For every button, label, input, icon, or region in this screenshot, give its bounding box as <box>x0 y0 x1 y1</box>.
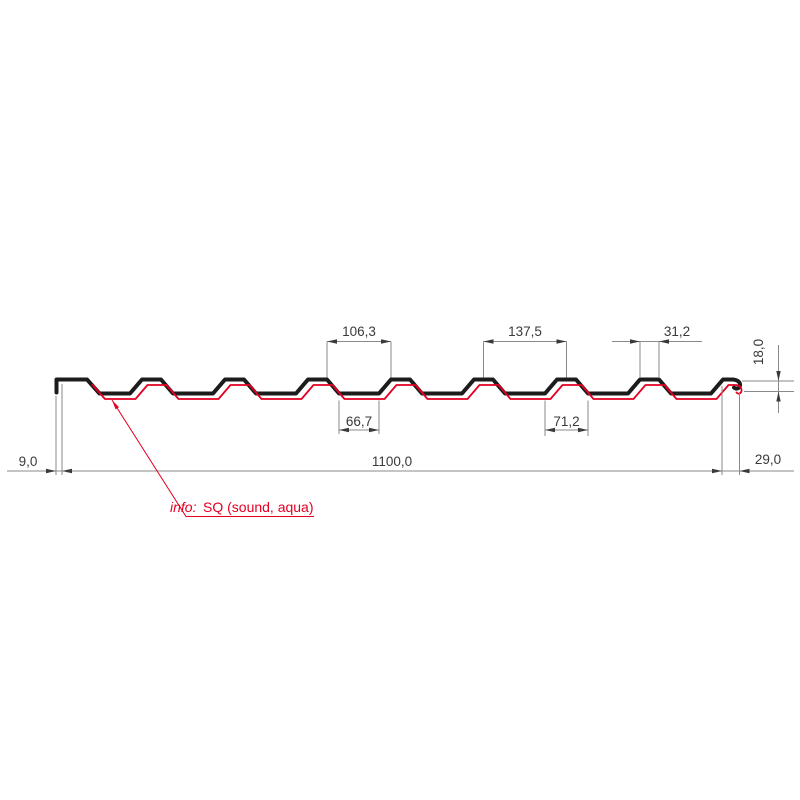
dim-label-left-edge: 9,0 <box>19 454 38 469</box>
arrow-top-gap-right <box>381 339 391 344</box>
ext-lines-valley <box>338 400 380 434</box>
ext-lines-rib-top <box>639 341 660 377</box>
note-leader-arrow <box>112 400 119 410</box>
profile-outer-line <box>54 377 743 396</box>
dim-label-height: 18,0 <box>751 339 766 365</box>
note-leader-line <box>111 399 314 517</box>
dimension-labels: 106,3 137,5 31,2 66,7 71,2 9,0 1100,0 29… <box>19 324 782 469</box>
arrow-left-edge-outer <box>46 468 56 474</box>
dim-label-rib-top: 31,2 <box>664 324 690 339</box>
dim-label-rib-base: 71,2 <box>553 414 579 429</box>
dim-label-right-edge: 29,0 <box>755 452 781 467</box>
arrow-rib-base-left <box>545 427 555 433</box>
arrow-height-bottom <box>776 391 781 402</box>
arrow-cover-width-right <box>712 468 722 474</box>
ext-lines-pitch <box>483 341 567 378</box>
arrow-height-top <box>776 371 781 381</box>
dim-label-cover-width: 1100,0 <box>372 454 412 469</box>
ext-lines-top-gap <box>326 341 392 378</box>
arrow-valley-right <box>369 427 379 433</box>
dim-label-pitch: 137,5 <box>508 324 542 339</box>
arrow-rib-base-right <box>578 427 588 433</box>
note-prefix: info: <box>170 499 197 515</box>
dim-label-valley: 66,7 <box>346 414 372 429</box>
dimension-lines <box>7 341 794 475</box>
dimension-arrowheads <box>46 339 781 474</box>
profile-inner-red-line <box>91 384 743 400</box>
arrow-cover-width-left <box>62 468 72 474</box>
arrow-pitch-left <box>483 339 494 344</box>
dim-label-top-gap: 106,3 <box>342 324 376 339</box>
arrow-rib-top-left <box>630 339 640 344</box>
arrow-pitch-right <box>556 339 567 344</box>
arrow-rib-top-right <box>659 339 669 344</box>
arrow-top-gap-left <box>327 339 337 344</box>
info-note: info: SQ (sound, aqua) <box>111 399 314 517</box>
note-label: SQ (sound, aqua) <box>203 499 314 515</box>
sheet-profile <box>54 377 743 400</box>
arrow-right-edge-outer <box>739 468 750 474</box>
arrow-valley-left <box>339 427 349 433</box>
